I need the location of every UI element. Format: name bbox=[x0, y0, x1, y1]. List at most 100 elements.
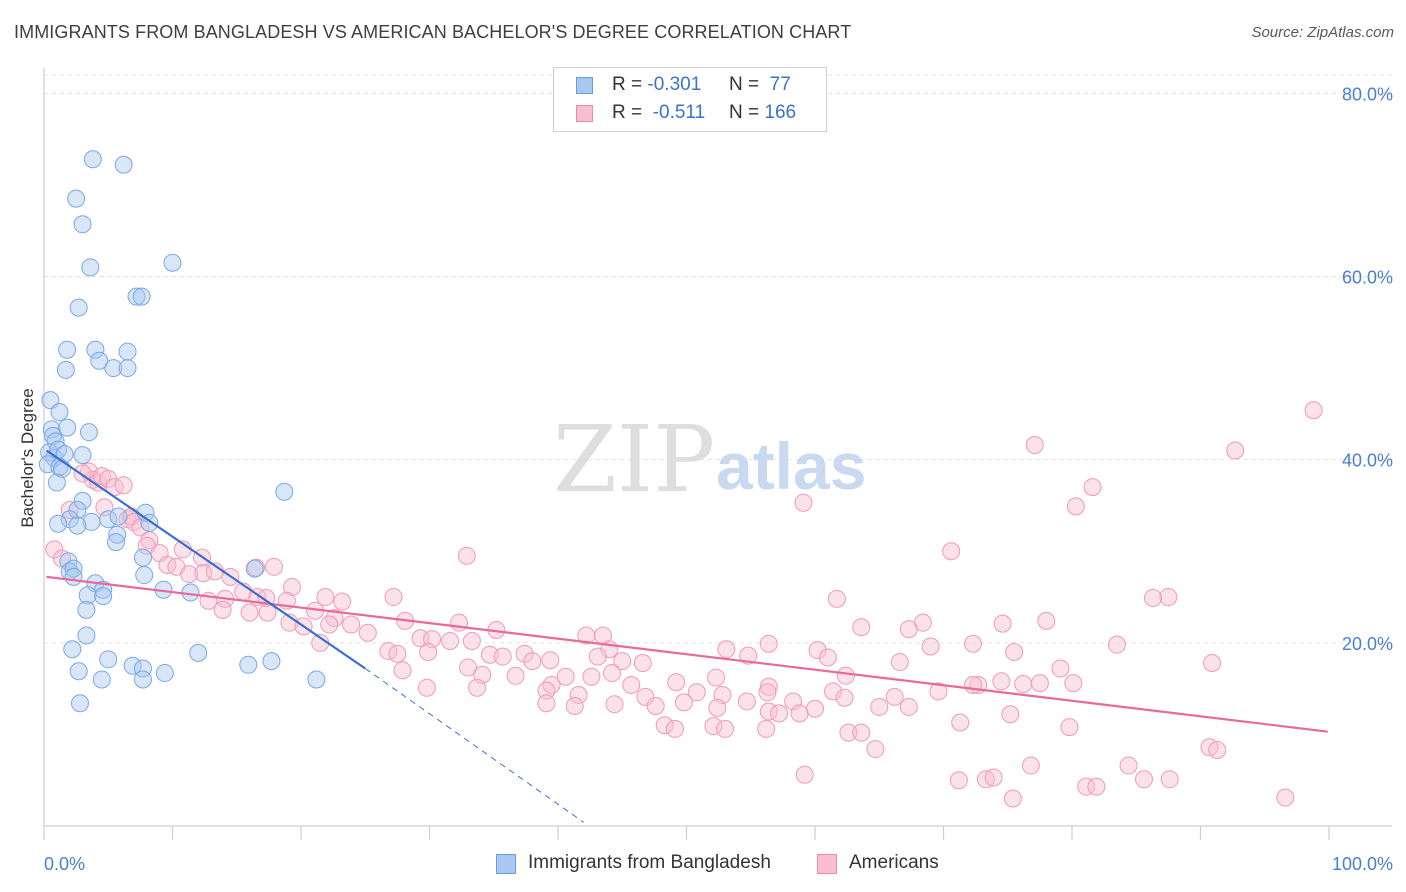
point-americans bbox=[708, 698, 727, 717]
point-americans bbox=[1077, 777, 1096, 796]
point-bangladesh bbox=[133, 670, 152, 689]
point-americans bbox=[890, 653, 909, 672]
point-americans bbox=[823, 682, 842, 701]
point-americans bbox=[852, 723, 871, 742]
source-label: Source: ZipAtlas.com bbox=[1251, 24, 1394, 41]
point-americans bbox=[419, 642, 438, 661]
point-bangladesh bbox=[83, 150, 102, 169]
point-americans bbox=[358, 623, 377, 642]
y-axis-label: Bachelor's Degree bbox=[18, 388, 37, 527]
legend-n-label: N = bbox=[729, 102, 760, 123]
point-americans bbox=[523, 652, 542, 671]
point-americans bbox=[1160, 770, 1179, 789]
point-bangladesh bbox=[47, 473, 66, 492]
point-americans bbox=[45, 540, 64, 559]
point-americans bbox=[717, 640, 736, 659]
point-americans bbox=[457, 546, 476, 565]
point-americans bbox=[795, 765, 814, 784]
point-americans bbox=[602, 664, 621, 683]
point-americans bbox=[1037, 611, 1056, 630]
point-americans bbox=[1060, 718, 1079, 737]
point-americans bbox=[1051, 659, 1070, 678]
point-americans bbox=[899, 697, 918, 716]
point-americans bbox=[1304, 401, 1323, 420]
point-americans bbox=[1005, 642, 1024, 661]
legend-r-value-bangladesh: -0.301 bbox=[647, 74, 702, 95]
point-bangladesh bbox=[41, 391, 60, 410]
point-americans bbox=[537, 681, 556, 700]
point-bangladesh bbox=[77, 600, 96, 619]
point-americans bbox=[808, 641, 827, 660]
point-bangladesh bbox=[50, 403, 69, 422]
bottom-legend-swatch-americans bbox=[817, 854, 837, 874]
point-americans bbox=[636, 687, 655, 706]
point-americans bbox=[885, 687, 904, 706]
point-americans bbox=[105, 478, 124, 497]
point-americans bbox=[770, 704, 789, 723]
point-americans bbox=[964, 634, 983, 653]
point-americans bbox=[757, 719, 776, 738]
point-bangladesh bbox=[92, 670, 111, 689]
point-bangladesh bbox=[64, 567, 83, 586]
point-americans bbox=[964, 675, 983, 694]
point-americans bbox=[1064, 674, 1083, 693]
correlation-legend: R = -0.301 N = 77 R = -0.511 N = 166 bbox=[553, 67, 827, 132]
point-americans bbox=[992, 672, 1011, 691]
point-americans bbox=[283, 577, 302, 596]
point-americans bbox=[95, 498, 114, 517]
point-bangladesh bbox=[69, 662, 88, 681]
point-bangladesh bbox=[127, 287, 146, 306]
point-americans bbox=[537, 694, 556, 713]
point-bangladesh bbox=[307, 670, 326, 689]
point-americans bbox=[388, 644, 407, 663]
point-bangladesh bbox=[78, 586, 97, 605]
legend-swatch-bangladesh bbox=[576, 77, 593, 94]
point-americans bbox=[1021, 756, 1040, 775]
point-americans bbox=[459, 658, 478, 677]
point-bangladesh bbox=[79, 423, 98, 442]
point-bangladesh bbox=[135, 566, 154, 585]
point-americans bbox=[1159, 588, 1178, 607]
point-americans bbox=[493, 647, 512, 666]
point-americans bbox=[462, 631, 481, 650]
point-americans bbox=[790, 704, 809, 723]
point-americans bbox=[665, 719, 684, 738]
point-bangladesh bbox=[106, 533, 125, 552]
point-americans bbox=[784, 692, 803, 711]
point-americans bbox=[984, 768, 1003, 787]
point-bangladesh bbox=[155, 664, 174, 683]
point-bangladesh bbox=[108, 525, 127, 544]
legend-r-label: R = bbox=[612, 102, 643, 123]
x-tick-label: 100.0% bbox=[1332, 854, 1393, 874]
point-americans bbox=[1134, 770, 1153, 789]
point-americans bbox=[839, 723, 858, 742]
tick-labels: 20.0% 40.0% 60.0% 80.0% 0.0% 100.0% bbox=[44, 84, 1393, 874]
point-bangladesh bbox=[239, 655, 258, 674]
point-americans bbox=[993, 614, 1012, 633]
point-americans bbox=[949, 771, 968, 790]
point-americans bbox=[794, 493, 813, 512]
point-americans bbox=[1119, 756, 1138, 775]
axes bbox=[43, 68, 1392, 840]
point-americans bbox=[899, 620, 918, 639]
point-americans bbox=[441, 631, 460, 650]
point-americans bbox=[870, 697, 889, 716]
y-tick-label: 20.0% bbox=[1342, 634, 1393, 654]
trend-line-bangladesh-extension bbox=[364, 668, 584, 823]
point-americans bbox=[541, 651, 560, 670]
point-bangladesh bbox=[42, 420, 61, 439]
point-bangladesh bbox=[275, 482, 294, 501]
point-bangladesh bbox=[189, 643, 208, 662]
point-americans bbox=[942, 542, 961, 561]
point-americans bbox=[1226, 441, 1245, 460]
point-americans bbox=[1208, 740, 1227, 759]
point-bangladesh bbox=[82, 512, 101, 531]
point-americans bbox=[320, 615, 339, 634]
point-americans bbox=[1087, 777, 1106, 796]
point-americans bbox=[569, 686, 588, 705]
point-americans bbox=[836, 666, 855, 685]
point-americans bbox=[707, 668, 726, 687]
point-bangladesh bbox=[73, 215, 92, 234]
point-americans bbox=[582, 667, 601, 686]
